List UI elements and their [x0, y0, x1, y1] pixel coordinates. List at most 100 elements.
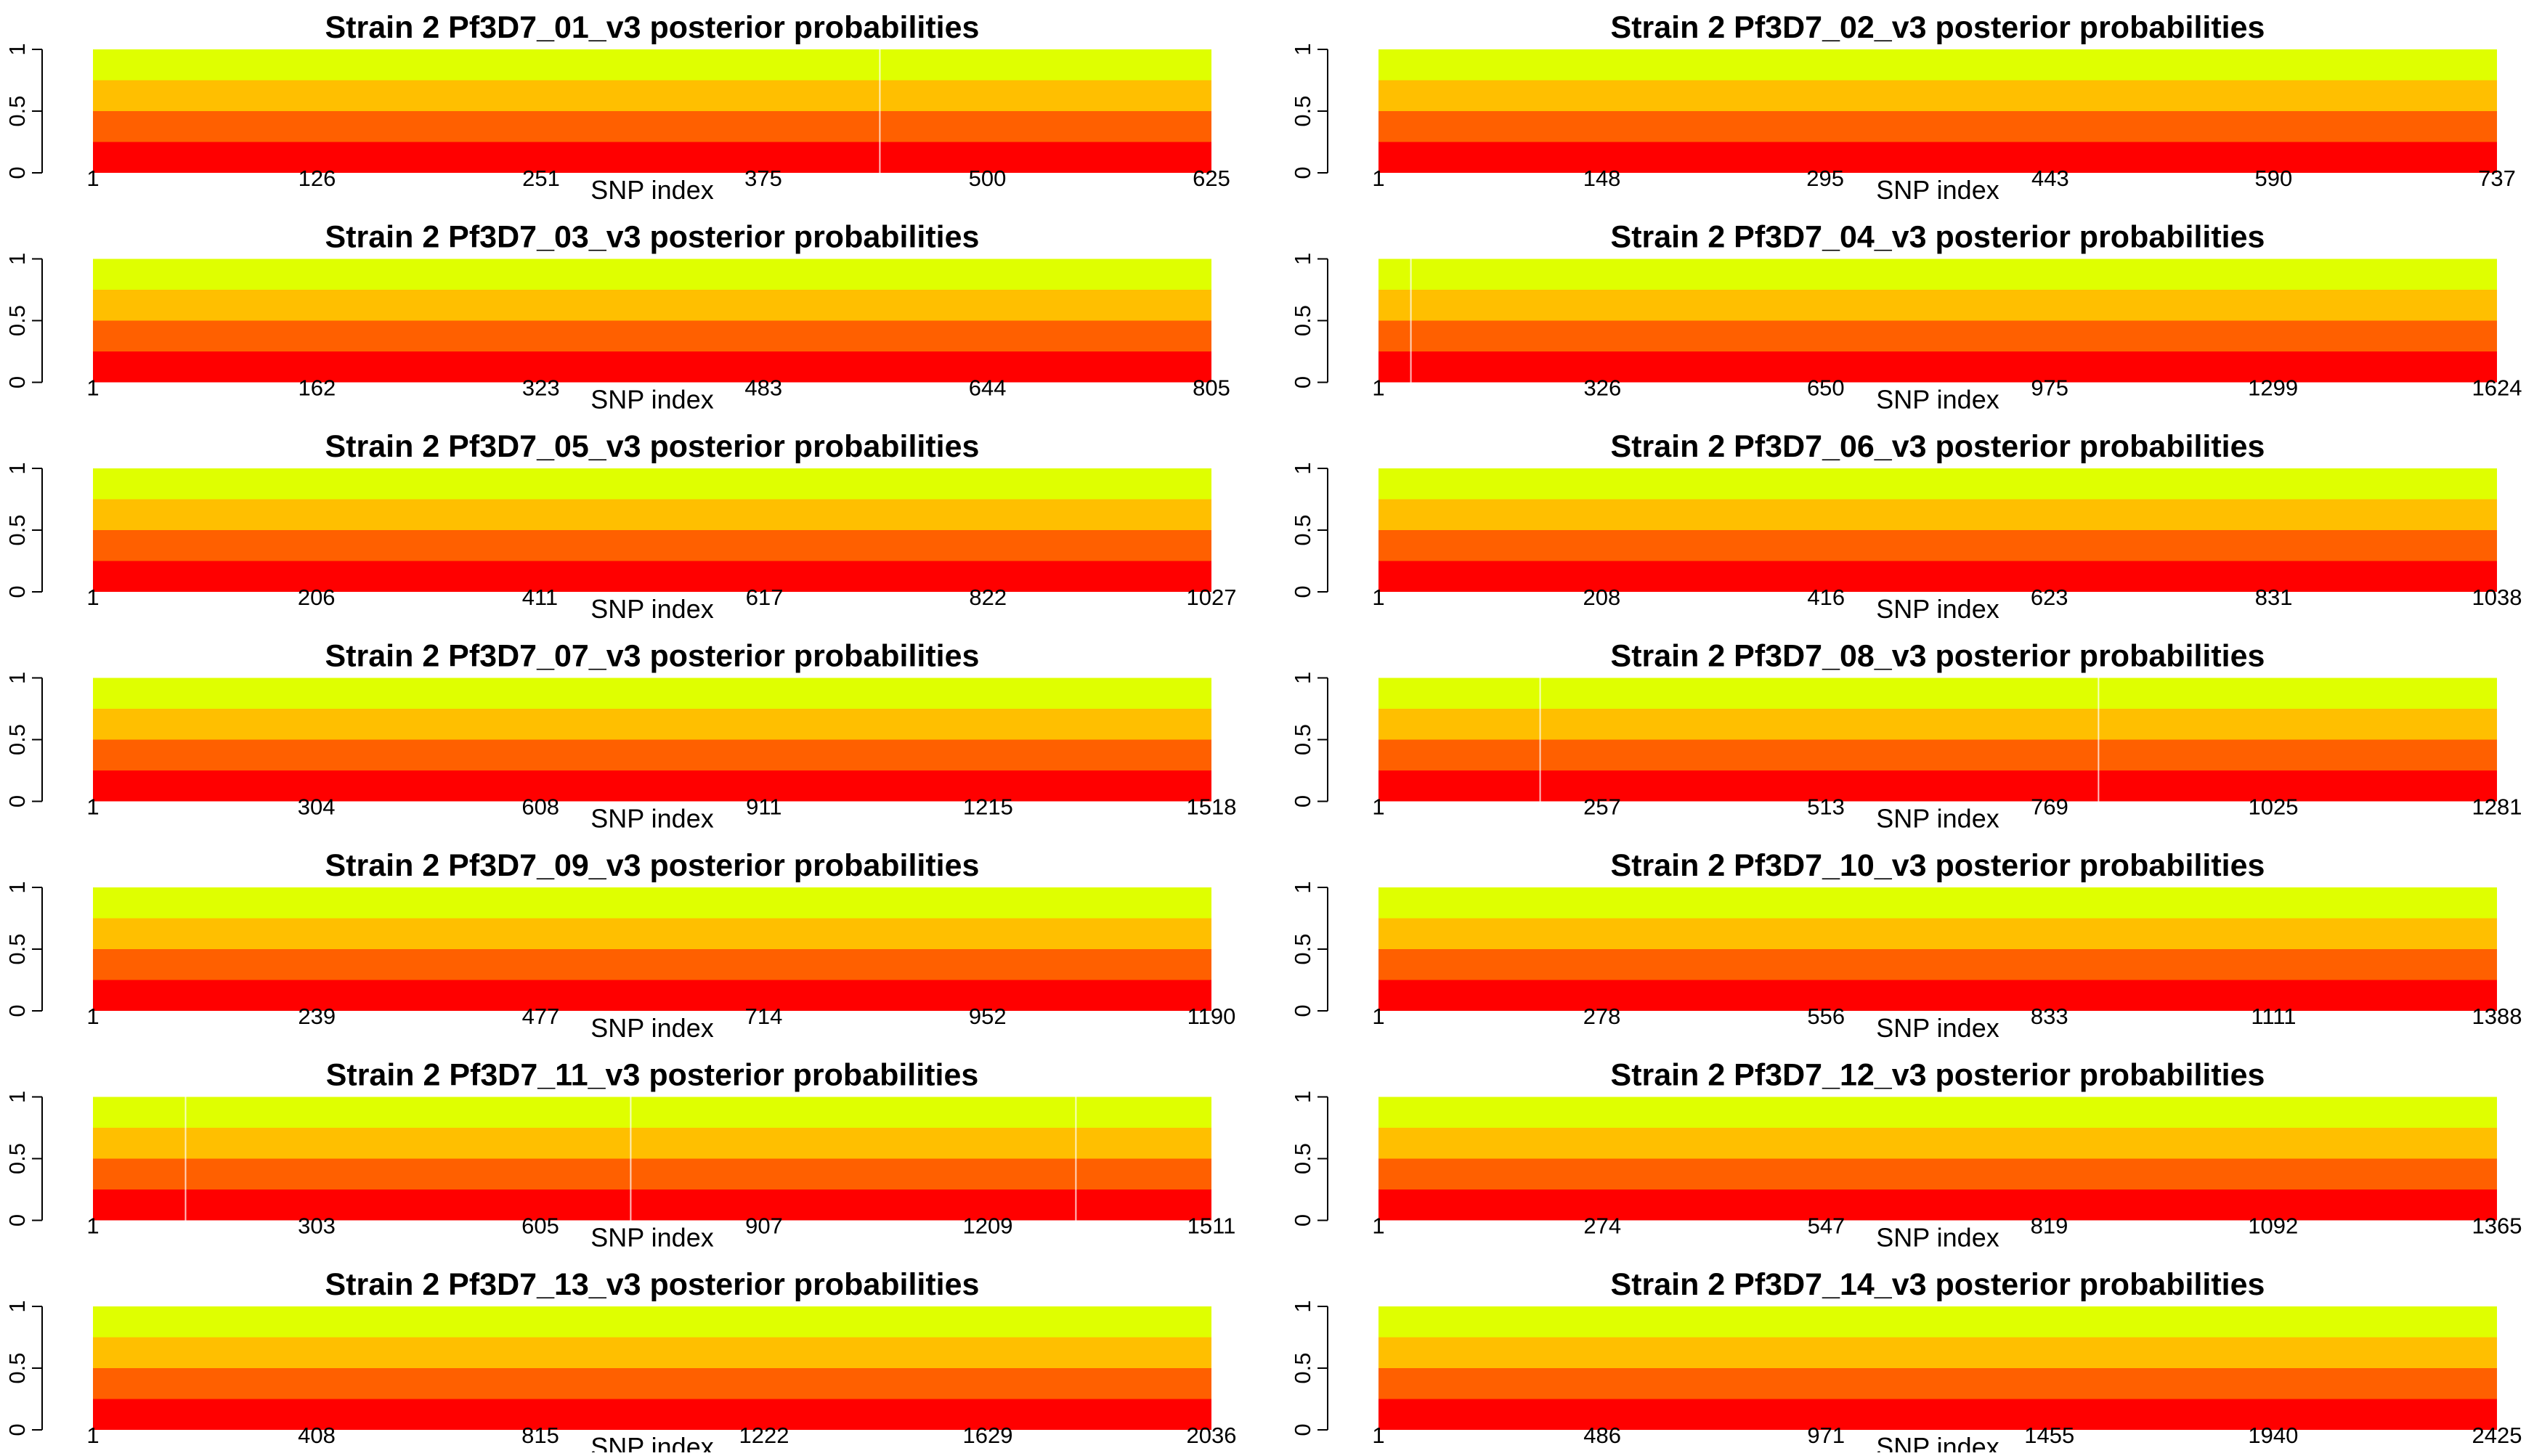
band-2 [1378, 1368, 2497, 1399]
y-tick-label: 0.5 [1290, 305, 1315, 336]
x-tick-label: 206 [298, 585, 336, 610]
panel-title: Strain 2 Pf3D7_03_v3 posterior probabili… [325, 220, 980, 255]
y-tick-label: 1 [4, 1300, 30, 1312]
x-tick-label: 2425 [2472, 1423, 2522, 1448]
y-tick-label: 1 [4, 1091, 30, 1103]
band-4 [93, 1306, 1211, 1338]
x-tick-label: 769 [2031, 794, 2068, 820]
x-axis-label: SNP index [590, 1432, 713, 1452]
y-tick-label: 0.5 [4, 514, 30, 545]
panel-chr08: Strain 2 Pf3D7_08_v3 posterior probabili… [1290, 639, 2522, 834]
panel-chr14: Strain 2 Pf3D7_14_v3 posterior probabili… [1290, 1267, 2522, 1456]
x-tick-label: 443 [2031, 166, 2069, 191]
band-2 [93, 739, 1211, 770]
x-tick-label: 1038 [2472, 585, 2522, 610]
x-tick-label: 148 [1583, 166, 1621, 191]
x-tick-label: 1455 [2024, 1423, 2074, 1448]
y-tick-label: 0.5 [1290, 1352, 1315, 1383]
y-tick-label: 0 [1290, 585, 1315, 598]
x-tick-label: 323 [522, 375, 560, 401]
band-4 [1378, 49, 2497, 81]
y-tick-label: 1 [1290, 672, 1315, 684]
band-3 [93, 918, 1211, 949]
x-tick-label: 975 [2031, 375, 2068, 401]
x-tick-label: 1027 [1187, 585, 1237, 610]
panel-title: Strain 2 Pf3D7_12_v3 posterior probabili… [1611, 1058, 2265, 1093]
band-1 [1378, 561, 2497, 592]
x-tick-label: 1 [1372, 794, 1384, 820]
x-tick-label: 257 [1583, 794, 1621, 820]
y-tick-label: 1 [1290, 1091, 1315, 1103]
panel-chr13: Strain 2 Pf3D7_13_v3 posterior probabili… [4, 1267, 1237, 1456]
y-tick-label: 1 [4, 672, 30, 684]
x-tick-label: 1215 [963, 794, 1013, 820]
x-axis-label: SNP index [1876, 804, 1999, 834]
x-tick-label: 486 [1583, 1423, 1621, 1448]
band-1 [93, 980, 1211, 1011]
x-tick-label: 1299 [2248, 375, 2298, 401]
band-1 [93, 351, 1211, 383]
x-tick-label: 1624 [2472, 375, 2522, 401]
x-tick-label: 1 [86, 375, 99, 401]
band-1 [1378, 980, 2497, 1011]
x-tick-label: 1092 [2248, 1213, 2298, 1239]
band-4 [93, 259, 1211, 290]
y-tick-label: 0 [4, 166, 30, 179]
x-tick-label: 1 [86, 585, 99, 610]
x-tick-label: 408 [298, 1423, 336, 1448]
x-axis-label: SNP index [590, 1013, 713, 1043]
y-tick-label: 0.5 [1290, 514, 1315, 545]
x-tick-label: 623 [2031, 585, 2068, 610]
x-tick-label: 1 [86, 794, 99, 820]
x-tick-label: 971 [1807, 1423, 1845, 1448]
x-tick-label: 1222 [739, 1423, 789, 1448]
y-tick-label: 0.5 [4, 305, 30, 336]
x-tick-label: 625 [1193, 166, 1230, 191]
x-tick-label: 416 [1807, 585, 1845, 610]
band-3 [1378, 1337, 2497, 1368]
y-tick-label: 0.5 [4, 933, 30, 964]
x-tick-label: 251 [522, 166, 560, 191]
x-tick-label: 644 [969, 375, 1007, 401]
y-tick-label: 0 [4, 376, 30, 389]
band-2 [1378, 530, 2497, 561]
band-4 [1378, 1306, 2497, 1338]
panel-chr11: Strain 2 Pf3D7_11_v3 posterior probabili… [4, 1058, 1235, 1253]
x-tick-label: 326 [1584, 375, 1622, 401]
y-tick-label: 0.5 [4, 724, 30, 755]
x-tick-label: 1 [86, 1213, 99, 1239]
band-2 [93, 1158, 1211, 1189]
band-4 [1378, 887, 2497, 919]
x-tick-label: 815 [521, 1423, 559, 1448]
band-1 [1378, 1399, 2497, 1430]
x-axis-label: SNP index [590, 804, 713, 834]
band-1 [93, 561, 1211, 592]
panel-chr01: Strain 2 Pf3D7_01_v3 posterior probabili… [4, 10, 1230, 205]
x-axis-label: SNP index [590, 594, 713, 624]
panel-title: Strain 2 Pf3D7_04_v3 posterior probabili… [1611, 220, 2265, 255]
band-3 [1378, 918, 2497, 949]
x-tick-label: 1518 [1187, 794, 1237, 820]
x-tick-label: 605 [521, 1213, 559, 1239]
y-tick-label: 1 [4, 462, 30, 474]
band-2 [93, 1368, 1211, 1399]
x-tick-label: 805 [1193, 375, 1230, 401]
y-tick-label: 0.5 [1290, 1143, 1315, 1174]
x-tick-label: 1365 [2472, 1213, 2522, 1239]
y-tick-label: 1 [1290, 462, 1315, 474]
x-tick-label: 2036 [1187, 1423, 1237, 1448]
band-1 [93, 1189, 1211, 1221]
x-tick-label: 1190 [1187, 1004, 1236, 1029]
y-tick-label: 1 [1290, 881, 1315, 893]
panel-title: Strain 2 Pf3D7_11_v3 posterior probabili… [326, 1058, 979, 1093]
y-tick-label: 0 [1290, 1423, 1315, 1436]
x-tick-label: 1 [1372, 375, 1384, 401]
band-4 [1378, 468, 2497, 500]
x-tick-label: 590 [2255, 166, 2293, 191]
panel-title: Strain 2 Pf3D7_08_v3 posterior probabili… [1611, 639, 2265, 674]
x-tick-label: 650 [1807, 375, 1845, 401]
x-tick-label: 411 [522, 585, 558, 610]
x-tick-label: 513 [1807, 794, 1845, 820]
x-tick-label: 617 [746, 585, 784, 610]
x-tick-label: 1025 [2249, 794, 2299, 820]
